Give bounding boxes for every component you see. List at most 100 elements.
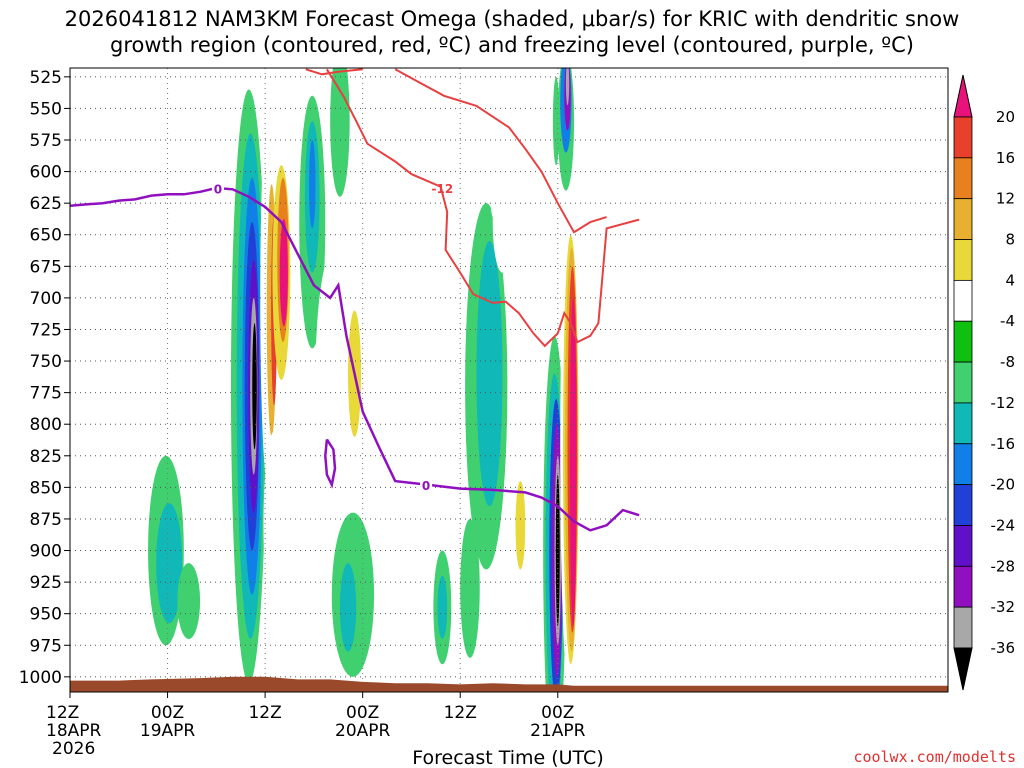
y-tick-label: 725: [30, 320, 62, 340]
colorbar-bin: [953, 116, 973, 159]
y-tick-label: 525: [30, 68, 62, 88]
omega-patch: [460, 518, 480, 658]
y-tick-label: 625: [30, 194, 62, 214]
colorbar-label: -32: [991, 598, 1016, 616]
grid: [69, 68, 948, 692]
y-tick-label: 650: [30, 226, 62, 246]
colorbar-label: -4: [1000, 312, 1015, 330]
omega-patch: [204, 76, 228, 166]
colorbar-label: -36: [991, 639, 1016, 657]
freezing-level-loop: [324, 438, 337, 489]
omega-patch: [309, 140, 316, 229]
colorbar-bin: [953, 606, 973, 649]
omega-patch: [282, 493, 303, 620]
colorbar-bin: [953, 565, 973, 608]
y-tick-label: 575: [30, 131, 62, 151]
colorbar-label: -16: [991, 435, 1016, 453]
colorbar-bin: [953, 525, 973, 567]
colorbar-top-arrow: [953, 74, 973, 118]
chart-title-line2: growth region (contoured, red, ºC) and f…: [110, 33, 914, 57]
y-tick-label: 550: [30, 99, 62, 119]
omega-patch: [263, 430, 287, 620]
omega-patch: [565, 68, 570, 106]
credit-text: coolwx.com/modelts: [853, 748, 1016, 766]
y-tick-label: 1000: [19, 668, 62, 688]
x-tick-label: 00Z: [541, 703, 574, 723]
colorbar: 20 16 12 8 4 -4 -8 -12 -16 -20 -24 -28 -32 -36: [953, 74, 1016, 691]
x-tick-date: 21APR: [530, 721, 586, 741]
omega-patch: [552, 76, 560, 166]
y-tick-label: 875: [30, 510, 62, 530]
surface-fill: [70, 676, 948, 692]
omega-patch: [417, 83, 438, 197]
colorbar-label: -20: [991, 476, 1016, 494]
freezing-label-bg: [420, 478, 433, 493]
colorbar-label: 20: [996, 108, 1015, 126]
x-tick-year: 2026: [52, 739, 95, 759]
x-tick-label: 00Z: [151, 703, 184, 723]
colorbar-label: 16: [996, 149, 1015, 167]
omega-patch: [437, 575, 448, 639]
y-tick-label: 600: [30, 163, 62, 183]
freezing-level-contour: 00: [70, 181, 640, 532]
omega-patch: [162, 68, 196, 254]
omega-patch: [555, 474, 560, 627]
y-tick-label: 700: [30, 289, 62, 309]
colorbar-bin: [953, 402, 973, 445]
colorbar-label: -24: [991, 516, 1016, 534]
colorbar-bin: [953, 484, 973, 526]
omega-patch: [252, 323, 257, 450]
y-tick-label: 675: [30, 257, 62, 277]
omega-patch: [476, 241, 503, 507]
x-tick-label: 12Z: [248, 703, 281, 723]
omega-patch: [417, 342, 438, 456]
x-tick-date: 20APR: [335, 721, 391, 741]
colorbar-label: 4: [1005, 271, 1015, 289]
colorbar-bin: [953, 239, 973, 281]
colorbar-label: 8: [1005, 231, 1015, 249]
y-tick-label: 775: [30, 384, 62, 404]
dgz-contours: -12: [305, 68, 640, 348]
omega-patch: [331, 70, 345, 147]
omega-patch: [490, 171, 502, 223]
plot-frame: [69, 67, 949, 693]
dgz-contour-upper-right: [394, 68, 607, 234]
dgz-contour-lower: [326, 68, 640, 348]
x-tick-date: 18APR: [46, 721, 102, 741]
surface-terrain: [70, 676, 948, 692]
omega-patch: [515, 481, 526, 570]
y-tick-label: 850: [30, 478, 62, 498]
y-axis: 525 550 575 600 625 650 675 700 725 750 775 800 825 8…: [19, 68, 70, 688]
x-tick-date: 19APR: [140, 721, 196, 741]
colorbar-label: -8: [1000, 353, 1015, 371]
omega-patch: [339, 563, 357, 652]
x-tick-label: 12Z: [444, 703, 477, 723]
freezing-level-label: 0: [214, 182, 222, 196]
omega-patch: [569, 297, 577, 627]
plot-area: -12 00: [69, 67, 949, 693]
colorbar-label: -12: [991, 394, 1016, 412]
freezing-label-bg: [211, 181, 224, 196]
freezing-level-line: [70, 186, 640, 532]
freezing-level-label: 0: [422, 479, 430, 493]
colorbar-label: -28: [991, 557, 1016, 575]
y-tick-label: 800: [30, 415, 62, 435]
omega-patch: [156, 503, 183, 624]
y-tick-label: 975: [30, 636, 62, 656]
omega-shading: [143, 68, 579, 692]
x-tick-label: 00Z: [346, 703, 379, 723]
y-tick-label: 950: [30, 605, 62, 625]
y-tick-label: 900: [30, 542, 62, 562]
chart-title-line1: 2026041812 NAM3KM Forecast Omega (shaded…: [65, 7, 960, 31]
colorbar-bin: [953, 198, 973, 240]
dgz-contour-label: -12: [431, 182, 453, 196]
colorbar-bin: [953, 320, 973, 363]
x-tick-label: 12Z: [46, 703, 79, 723]
x-axis-label: Forecast Time (UTC): [412, 747, 603, 768]
colorbar-bin: [953, 157, 973, 200]
omega-patch: [279, 218, 288, 327]
y-tick-label: 925: [30, 573, 62, 593]
colorbar-bin: [953, 443, 973, 486]
